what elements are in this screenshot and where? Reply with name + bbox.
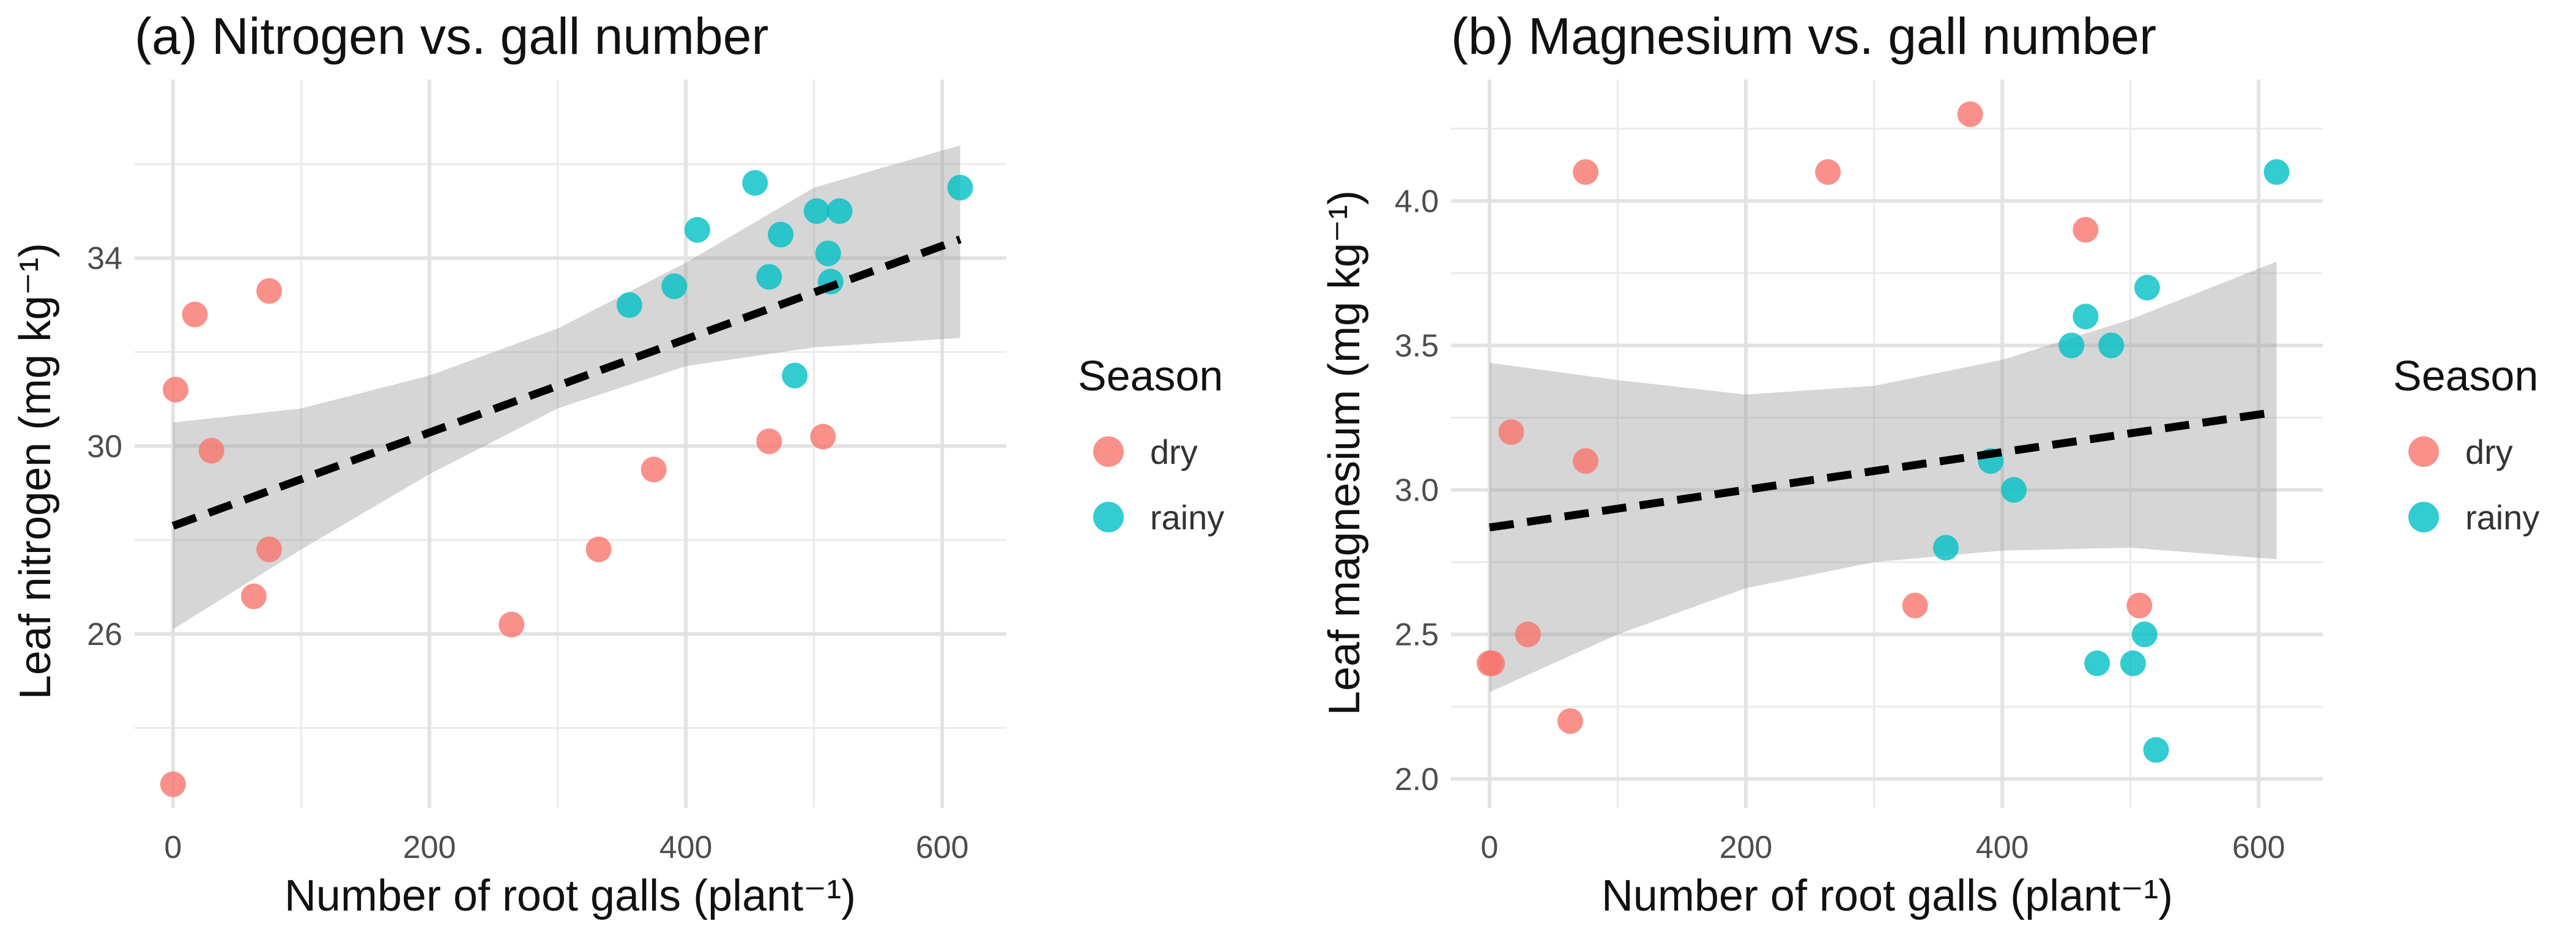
point-dry-a-3 bbox=[198, 438, 225, 464]
point-rainy-b-11 bbox=[2263, 159, 2290, 185]
legend-key-dry-a bbox=[1093, 436, 1124, 467]
point-rainy-a-6 bbox=[782, 362, 808, 389]
point-dry-a-0 bbox=[160, 771, 186, 797]
legend-key-dry-b bbox=[2408, 436, 2439, 467]
point-rainy-a-7 bbox=[803, 198, 830, 224]
point-rainy-b-10 bbox=[2143, 737, 2169, 763]
point-dry-b-5 bbox=[1573, 448, 1599, 474]
point-dry-b-6 bbox=[1573, 159, 1599, 185]
legend-label-dry-b: dry bbox=[2465, 433, 2513, 471]
point-dry-b-1 bbox=[1479, 650, 1505, 676]
x-tick-label-b-0: 0 bbox=[1480, 830, 1498, 865]
legend-label-dry-a: dry bbox=[1150, 433, 1198, 471]
point-dry-a-5 bbox=[256, 536, 283, 562]
fit-line-a bbox=[171, 235, 962, 530]
y-tick-label-a-2: 34 bbox=[87, 241, 122, 277]
point-rainy-b-5 bbox=[2084, 650, 2110, 676]
point-rainy-b-9 bbox=[2134, 275, 2160, 300]
point-rainy-a-0 bbox=[616, 292, 642, 318]
point-rainy-b-3 bbox=[2058, 332, 2085, 359]
y-tick-label-a-1: 30 bbox=[87, 429, 122, 464]
y-tick-label-b-2: 3.0 bbox=[1395, 473, 1439, 509]
point-rainy-b-2 bbox=[2000, 477, 2027, 503]
point-rainy-b-6 bbox=[2098, 332, 2125, 359]
point-dry-b-7 bbox=[1815, 159, 1841, 185]
y-tick-label-b-1: 2.5 bbox=[1395, 617, 1439, 653]
y-tick-label-b-4: 4.0 bbox=[1395, 184, 1439, 219]
point-dry-a-2 bbox=[182, 301, 208, 327]
legend-label-rainy-a: rainy bbox=[1150, 498, 1224, 537]
chart-title-a: (a) Nitrogen vs. gall number bbox=[135, 7, 768, 65]
point-dry-b-3 bbox=[1515, 621, 1541, 647]
legend-label-rainy-b: rainy bbox=[2465, 498, 2539, 537]
point-dry-b-9 bbox=[1957, 101, 1983, 127]
y-axis-title-a: Leaf nitrogen (mg kg⁻¹) bbox=[11, 243, 60, 699]
point-rainy-a-10 bbox=[826, 198, 853, 224]
point-dry-b-8 bbox=[1902, 592, 1928, 619]
point-dry-b-10 bbox=[2073, 217, 2099, 243]
x-tick-label-a-3: 600 bbox=[916, 830, 969, 865]
y-tick-label-b-0: 2.0 bbox=[1395, 762, 1439, 797]
point-dry-b-2 bbox=[1498, 419, 1524, 445]
point-rainy-b-0 bbox=[1932, 535, 1959, 561]
point-dry-a-9 bbox=[640, 457, 667, 483]
point-rainy-b-8 bbox=[2131, 621, 2158, 647]
panel-b-magnesium: 0 200 400 600 2.0 2.5 3.0 3.5 4.0 (b) Magnesium … bbox=[1320, 7, 2539, 920]
x-tick-label-a-0: 0 bbox=[164, 830, 182, 865]
x-tick-label-b-1: 200 bbox=[1720, 830, 1773, 865]
x-tick-label-b-3: 600 bbox=[2232, 830, 2285, 865]
point-rainy-a-2 bbox=[684, 217, 710, 243]
panel-a-nitrogen: 0 200 400 600 26 30 34 (a) Nitrogen vs. gall n… bbox=[11, 7, 1224, 920]
y-axis-title-b: Leaf magnesium (mg kg⁻¹) bbox=[1320, 190, 1369, 715]
point-dry-a-7 bbox=[499, 611, 525, 638]
point-rainy-a-1 bbox=[661, 273, 688, 299]
point-dry-a-4 bbox=[240, 583, 267, 610]
confidence-band-b bbox=[1489, 261, 2277, 693]
point-rainy-b-7 bbox=[2120, 650, 2146, 676]
chart-title-b: (b) Magnesium vs. gall number bbox=[1451, 7, 2156, 65]
point-dry-b-4 bbox=[1557, 708, 1583, 734]
legend-title-b: Season bbox=[2393, 352, 2538, 400]
point-rainy-b-4 bbox=[2073, 304, 2099, 330]
x-tick-label-b-2: 400 bbox=[1976, 830, 2029, 865]
legend-key-rainy-b bbox=[2408, 502, 2439, 532]
point-rainy-a-4 bbox=[756, 264, 782, 290]
y-tick-label-b-3: 3.5 bbox=[1395, 328, 1439, 363]
x-tick-label-a-2: 400 bbox=[659, 830, 713, 865]
legend-b: Season dry rainy bbox=[2393, 352, 2539, 537]
point-dry-b-11 bbox=[2126, 592, 2153, 619]
point-rainy-a-3 bbox=[742, 170, 768, 196]
point-rainy-a-8 bbox=[815, 240, 841, 267]
y-tick-label-a-0: 26 bbox=[87, 617, 122, 652]
x-tick-label-a-1: 200 bbox=[403, 830, 456, 865]
point-dry-a-10 bbox=[756, 428, 782, 455]
x-axis-title-a: Number of root galls (plant⁻¹) bbox=[284, 871, 856, 920]
legend-key-rainy-a bbox=[1093, 502, 1124, 532]
legend-title-a: Season bbox=[1078, 352, 1223, 400]
point-dry-a-11 bbox=[810, 423, 836, 450]
point-rainy-a-5 bbox=[768, 222, 794, 248]
x-axis-title-b: Number of root galls (plant⁻¹) bbox=[1602, 871, 2173, 920]
point-dry-a-6 bbox=[256, 278, 283, 304]
point-dry-a-8 bbox=[585, 536, 612, 562]
point-dry-a-1 bbox=[163, 376, 189, 403]
legend-a: Season dry rainy bbox=[1078, 352, 1224, 537]
fit-line-b bbox=[1488, 408, 2277, 532]
point-rainy-a-11 bbox=[947, 174, 973, 201]
